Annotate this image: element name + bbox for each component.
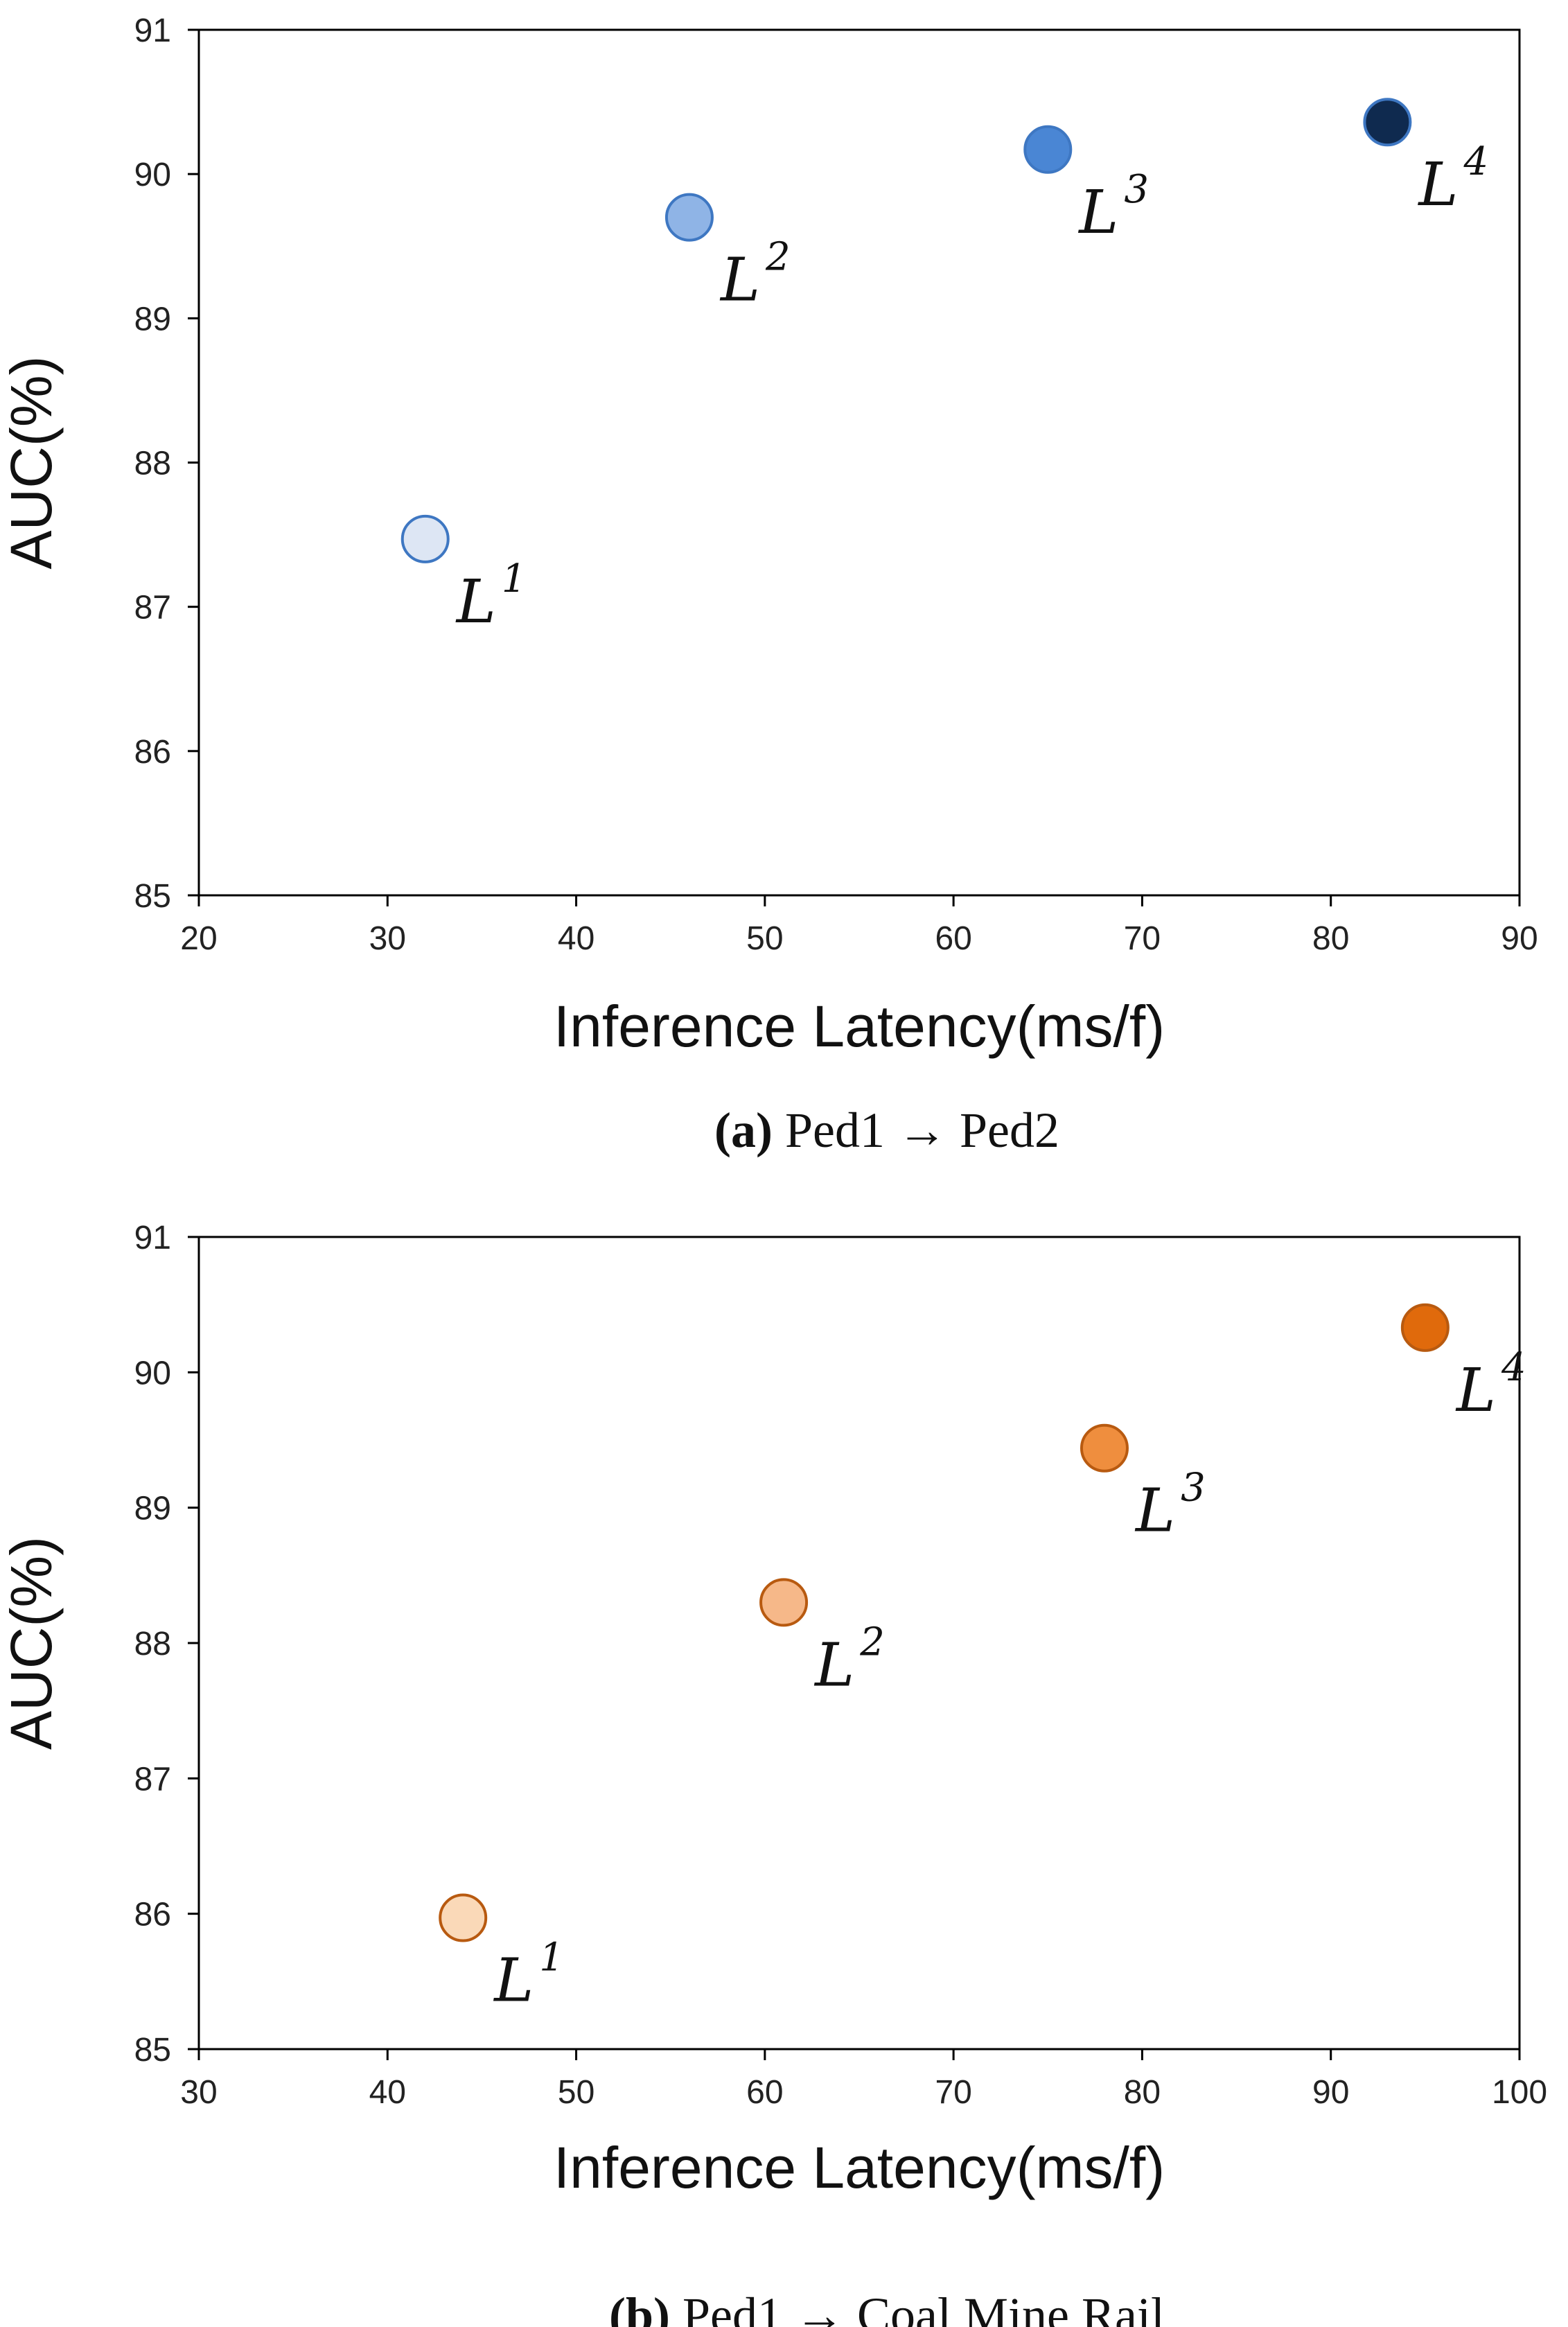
x-tick-label: 90 [1312,2074,1349,2111]
data-point-L2 [759,1578,809,1627]
plot-area-frame [197,28,1521,897]
y-tick-label: 87 [134,1761,171,1798]
data-point-L4 [1400,1303,1450,1352]
chart-panel-a: 20 30 40 50 60 70 80 90 85 86 87 88 89 90 91 Inference … [0,12,1538,1158]
x-tick-label: 70 [935,2074,971,2111]
x-tick-label: 20 [180,920,217,957]
y-axis-title: AUC(%) [0,1536,64,1750]
panel-caption: (a) Ped1 → Ped2 [714,1103,1059,1158]
x-tick-label: 80 [1312,920,1349,957]
x-tick-label: 100 [1492,2074,1547,2111]
y-tick-label: 87 [134,590,171,626]
y-tick-label: 85 [134,878,171,915]
x-tick-label: 40 [558,920,594,957]
y-tick-label: 91 [134,12,171,49]
plot-area-frame [197,1236,1521,2051]
data-point-L3 [1023,125,1073,174]
y-tick-label: 86 [134,734,171,771]
x-tick-label: 50 [558,2074,594,2111]
point-label-sup: 3 [1124,167,1149,212]
y-tick-label: 85 [134,2032,171,2069]
point-label-sup: 4 [1501,1345,1526,1390]
caption-tag: (b) [609,2288,670,2327]
y-tick-label: 89 [134,301,171,337]
point-label-sup: 3 [1181,1466,1206,1511]
x-tick-label: 30 [369,920,406,957]
data-point-L1 [439,1893,488,1942]
y-axis-title: AUC(%) [0,356,64,570]
x-axis-title: Inference Latency(ms/f) [554,2135,1165,2200]
x-tick-label: 50 [746,920,783,957]
y-tick-label: 88 [134,1626,171,1662]
x-tick-label: 70 [1124,920,1161,957]
y-tick-label: 88 [134,446,171,482]
caption-text: Ped1 → Ped2 [773,1103,1059,1158]
y-tick-label: 90 [134,1355,171,1391]
y-tick-label: 91 [134,1220,171,1256]
point-label-sup: 2 [859,1619,885,1665]
x-tick-label: 60 [935,920,971,957]
data-point-L3 [1080,1423,1129,1473]
x-tick-label: 80 [1124,2074,1161,2111]
panel-caption: (b) Ped1 → Coal Mine Rail [609,2288,1165,2327]
caption-tag: (a) [714,1103,773,1158]
x-tick-label: 40 [369,2074,406,2111]
caption-text: Ped1 → Coal Mine Rail [670,2288,1165,2327]
point-label-sup: 2 [765,235,791,280]
y-tick-label: 89 [134,1491,171,1527]
chart-panel-b: 30 40 50 60 70 80 90 100 85 86 87 88 89 90 91 Inference… [0,1220,1547,2327]
y-tick-label: 86 [134,1897,171,1933]
x-tick-label: 30 [180,2074,217,2111]
data-point-L1 [400,514,450,563]
data-point-L2 [664,193,714,242]
point-label-sup: 1 [539,1935,564,1981]
x-tick-label: 60 [746,2074,783,2111]
data-point-L4 [1363,98,1412,147]
y-tick-label: 90 [134,157,171,193]
point-label-sup: 4 [1463,139,1489,184]
x-axis-title: Inference Latency(ms/f) [554,994,1165,1059]
point-label-sup: 1 [502,556,527,601]
x-tick-label: 90 [1501,920,1538,957]
